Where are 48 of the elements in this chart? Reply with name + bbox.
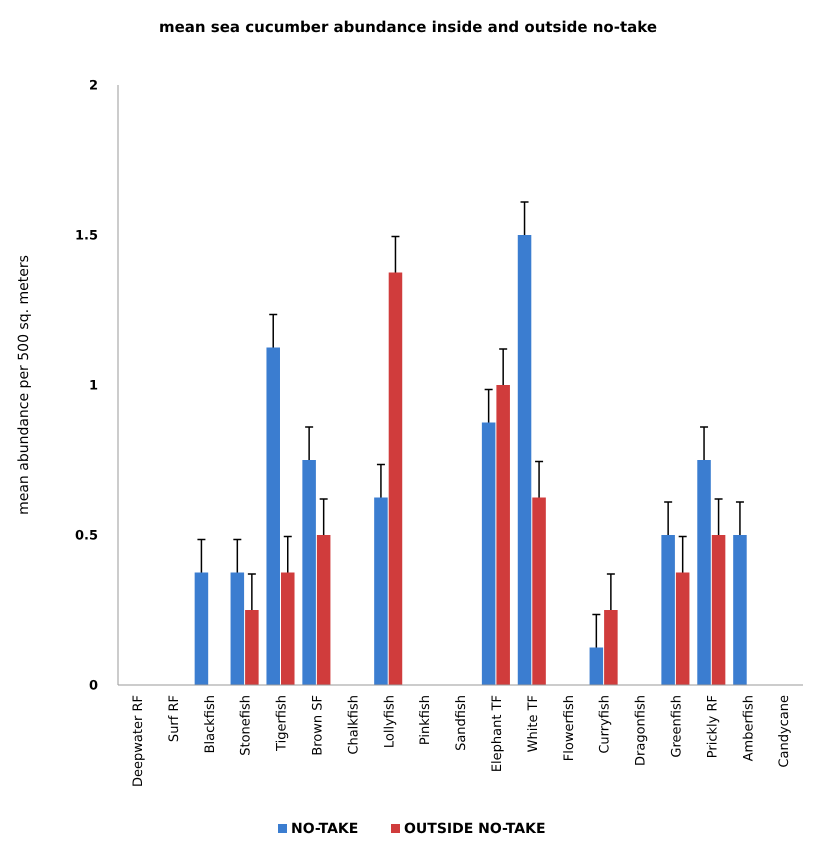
x-tick-label: Chalkfish — [346, 695, 362, 755]
y-axis-title: mean abundance per 500 sq. meters — [16, 255, 32, 515]
x-tick-label: Pinkfish — [418, 695, 434, 746]
bar — [280, 572, 295, 685]
bar — [266, 348, 280, 685]
bar — [532, 498, 546, 685]
bar — [518, 235, 532, 685]
x-tick-label: Surf RF — [166, 695, 182, 742]
y-tick-label: 2 — [88, 78, 98, 94]
x-tick-label: Brown SF — [310, 695, 326, 756]
bar — [590, 648, 604, 685]
y-tick-label: 0.5 — [74, 528, 98, 544]
x-tick-label: Tigerfish — [274, 695, 290, 752]
bar — [712, 535, 726, 685]
chart-title: mean sea cucumber abundance inside and outside no-take — [158, 18, 658, 36]
bar — [482, 422, 496, 685]
bar — [697, 460, 711, 685]
bar — [374, 498, 388, 685]
x-tick-label: Curryfish — [598, 695, 613, 754]
bar — [496, 385, 510, 685]
bar — [302, 460, 316, 685]
x-tick-label: Greenfish — [669, 695, 684, 758]
bar — [316, 535, 330, 685]
bar — [661, 535, 675, 685]
x-tick-label: Elephant TF — [490, 695, 505, 772]
x-tick-label: Sandfish — [454, 695, 470, 751]
x-tick-label: Dragonfish — [634, 695, 649, 766]
bar — [245, 610, 259, 685]
x-tick-label: Stonefish — [238, 695, 254, 756]
y-tick-label: 0 — [88, 678, 98, 694]
bar — [230, 572, 244, 685]
x-tick-label: Candycane — [777, 695, 792, 768]
legend-label: NO-TAKE — [291, 821, 358, 837]
x-tick-label: Amberfish — [741, 695, 756, 762]
bar — [733, 535, 747, 685]
bar — [604, 610, 618, 685]
x-tick-label: Prickly RF — [705, 695, 720, 758]
x-tick-label: Lollyfish — [382, 695, 398, 748]
x-tick-label: Blackfish — [202, 695, 218, 754]
legend-label: OUTSIDE NO-TAKE — [404, 821, 546, 837]
bar — [676, 572, 690, 685]
y-tick-label: 1 — [88, 378, 98, 394]
x-tick-label: Deepwater RF — [130, 695, 146, 787]
x-tick-label: Flowerfish — [562, 695, 577, 762]
y-tick-label: 1.5 — [74, 228, 98, 244]
x-tick-label: White TF — [526, 695, 541, 752]
bar — [388, 272, 402, 685]
bar — [194, 572, 208, 685]
